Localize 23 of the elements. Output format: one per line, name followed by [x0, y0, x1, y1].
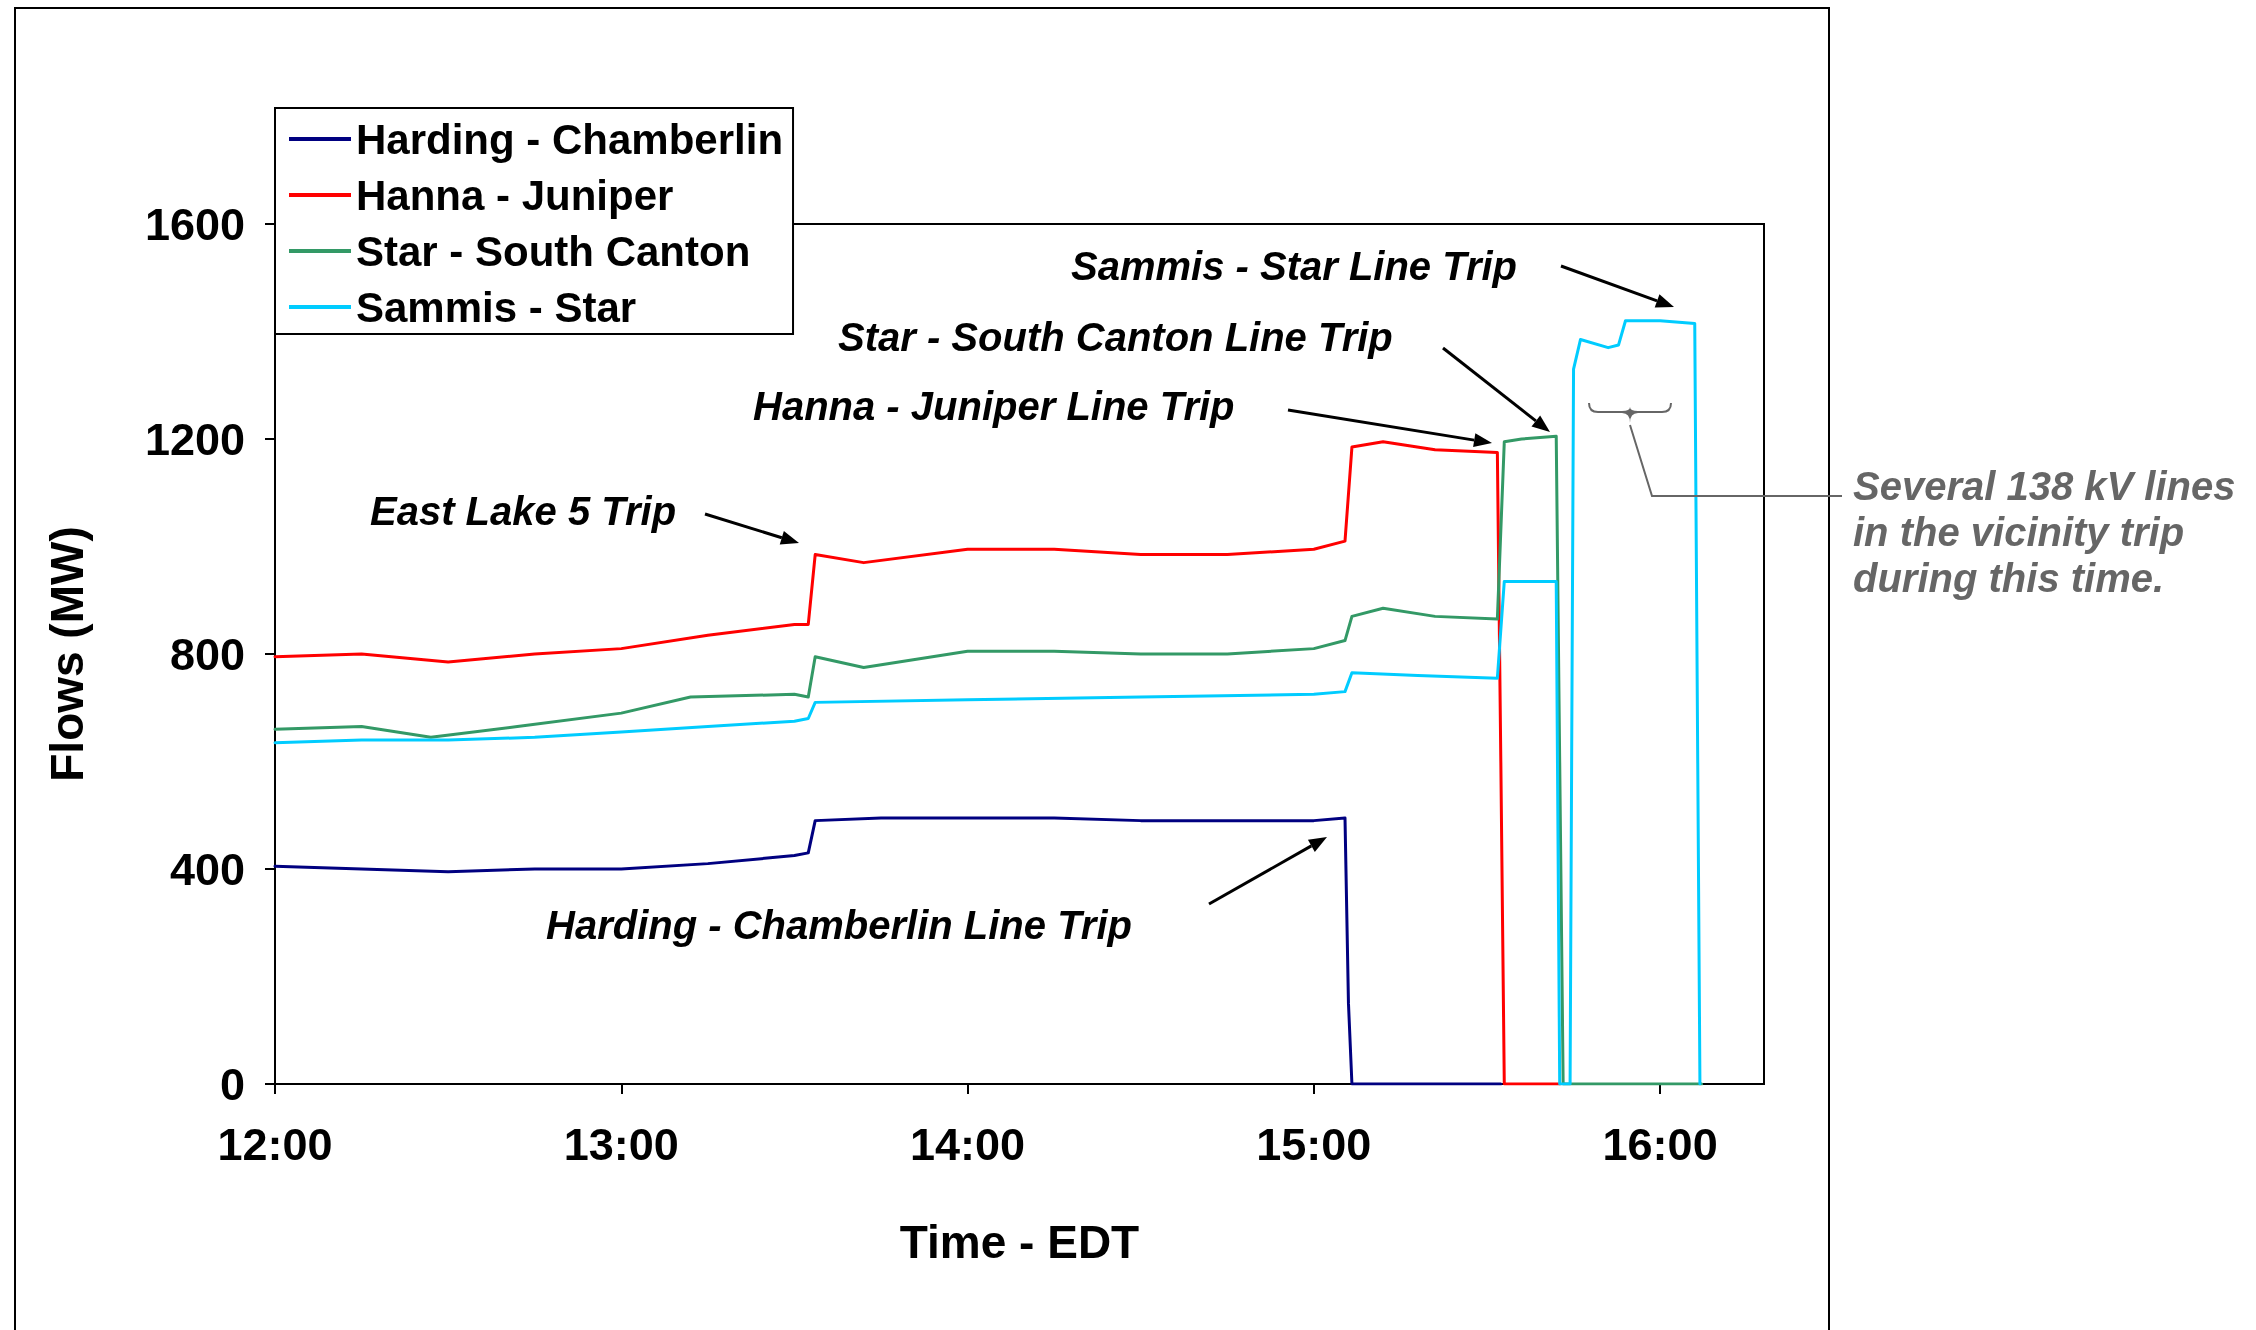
- y-tick-label: 0: [219, 1058, 245, 1110]
- legend-label: Star - South Canton: [356, 227, 751, 275]
- annotation: Star - South Canton Line Trip: [838, 314, 1393, 360]
- annotation: Sammis - Star Line Trip: [1071, 243, 1518, 289]
- legend-label: Hanna - Juniper: [356, 171, 674, 219]
- x-axis-title: Time - EDT: [899, 1216, 1140, 1268]
- x-tick-label: 13:00: [563, 1119, 679, 1170]
- x-tick-label: 15:00: [1256, 1119, 1372, 1170]
- annotation: Harding - Chamberlin Line Trip: [546, 902, 1132, 948]
- legend-label: Harding - Chamberlin: [356, 115, 784, 163]
- y-axis-title: Flows (MW): [41, 526, 93, 782]
- legend-label: Sammis - Star: [356, 283, 637, 331]
- annotation: Hanna - Juniper Line Trip: [753, 383, 1235, 429]
- y-tick-label: 800: [169, 628, 245, 680]
- y-tick-label: 1600: [144, 198, 245, 250]
- x-tick-label: 12:00: [217, 1119, 333, 1170]
- text: Several 138 kV lines in the vicinity trip during this time.: [1853, 463, 2236, 601]
- x-tick-label: 16:00: [1602, 1119, 1718, 1170]
- line-series: [273, 816, 1503, 1086]
- y-tick-label: 1200: [144, 413, 245, 465]
- x-tick-label: 14:00: [910, 1119, 1026, 1170]
- y-tick-label: 400: [169, 843, 245, 895]
- annotation: East Lake 5 Trip: [370, 488, 677, 534]
